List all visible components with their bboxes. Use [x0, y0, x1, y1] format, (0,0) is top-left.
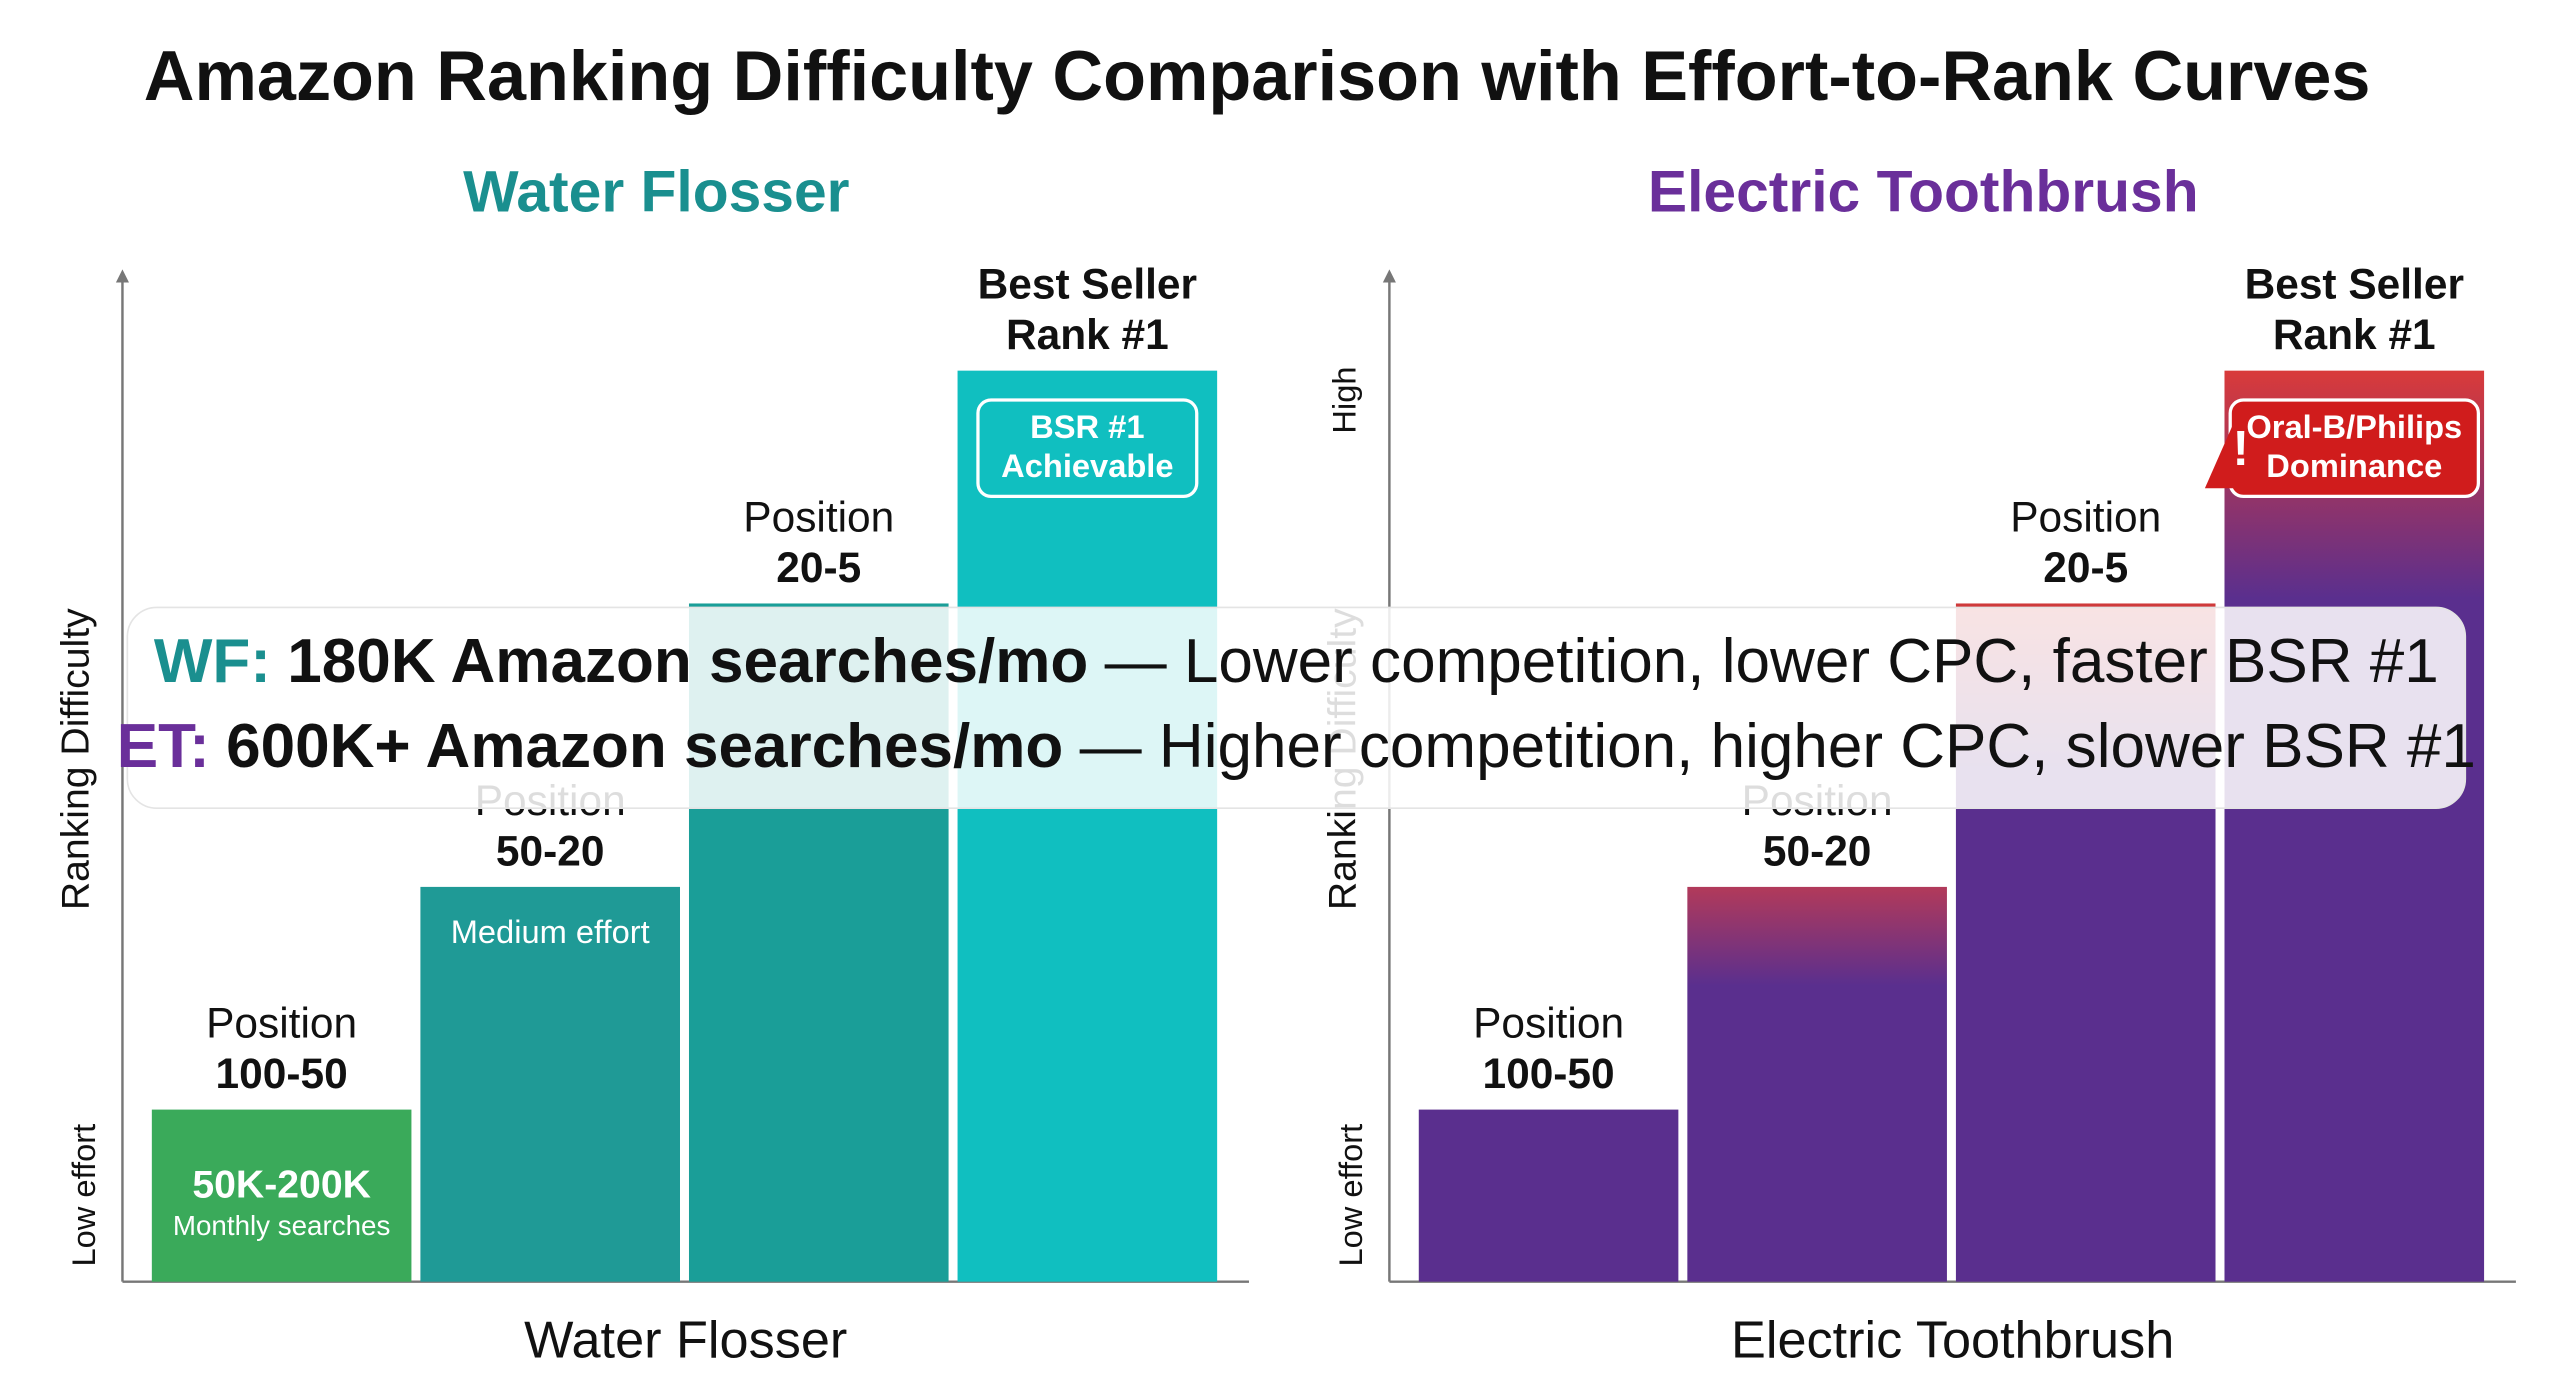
bar — [1418, 1109, 1679, 1282]
bar — [420, 886, 680, 1282]
category-label: 50-20 — [1763, 827, 1872, 874]
bar — [151, 1109, 412, 1282]
x-axis-label: Electric Toothbrush — [1731, 1312, 2174, 1370]
callout-bold: 600K+ Amazon searches/mo — [226, 712, 1063, 781]
chart-title: Electric Toothbrush — [1648, 159, 2199, 224]
category-label: 100-50 — [1483, 1050, 1615, 1097]
chart-title: Water Flosser — [463, 159, 849, 224]
category-label: 20-5 — [2043, 544, 2128, 591]
warning-icon — [2204, 406, 2277, 489]
bar — [957, 370, 1218, 1282]
callout-line: WF: 180K Amazon searches/mo — Lower compet… — [154, 628, 2439, 697]
axis-arrow — [1382, 269, 1396, 283]
callout-rest: — Higher competition, higher CPC, slower… — [1080, 712, 2476, 781]
y-axis-high: High — [1326, 366, 1363, 433]
warning-mark: ! — [2233, 422, 2249, 476]
bar-note: Monthly searches — [173, 1210, 390, 1241]
category-label: Position — [1473, 1000, 1624, 1047]
category-label: Position — [2010, 493, 2161, 540]
callout-line: ET: 600K+ Amazon searches/mo — Higher comp… — [117, 712, 2476, 781]
note-box — [976, 398, 1199, 498]
category-label: Rank #1 — [2273, 311, 2436, 358]
callout-rest: — Lower competition, lower CPC, faster B… — [1105, 628, 2439, 697]
bar-note: Oral-B/Philips — [2246, 408, 2462, 445]
category-label: Best Seller — [2245, 261, 2464, 308]
bar-note: Dominance — [2266, 447, 2442, 484]
category-label: Best Seller — [978, 261, 1197, 308]
x-axis-label: Water Flosser — [524, 1312, 847, 1370]
axis-arrow — [115, 269, 129, 283]
y-axis-low: Low effort — [65, 1124, 102, 1267]
bar-note: BSR #1 — [1030, 408, 1144, 445]
callout-tag: WF: — [154, 628, 271, 697]
bar-note: 50K-200K — [192, 1163, 371, 1206]
category-label: 100-50 — [216, 1050, 348, 1097]
y-axis-low: Low effort — [1332, 1124, 1369, 1267]
category-label: Position — [743, 493, 894, 540]
category-label: Position — [206, 1000, 357, 1047]
bar — [1687, 886, 1947, 1282]
category-label: 20-5 — [776, 544, 861, 591]
bar-note: Medium effort — [451, 913, 650, 950]
category-label: 50-20 — [496, 827, 605, 874]
category-label: Rank #1 — [1006, 311, 1169, 358]
callout-box — [126, 606, 2467, 810]
callout-bold: 180K Amazon searches/mo — [287, 628, 1088, 697]
bar — [2224, 370, 2485, 1282]
page-title: Amazon Ranking Difficulty Comparison wit… — [144, 36, 2371, 115]
bar-note: Achievable — [1001, 447, 1173, 484]
callout-tag: ET: — [117, 712, 210, 781]
y-axis-label: Ranking Difficulty — [55, 608, 98, 910]
